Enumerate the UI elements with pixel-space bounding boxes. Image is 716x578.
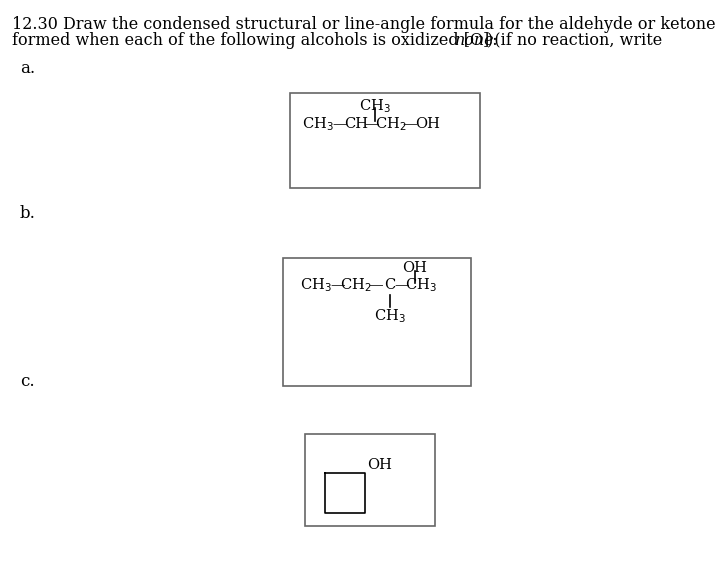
Text: OH: OH xyxy=(402,261,427,275)
Text: a.: a. xyxy=(20,60,35,77)
Text: —: — xyxy=(402,117,417,131)
Text: CH$_2$: CH$_2$ xyxy=(340,276,372,294)
Bar xyxy=(290,93,480,188)
Text: CH: CH xyxy=(344,117,368,131)
Text: c.: c. xyxy=(20,373,34,390)
Text: OH: OH xyxy=(367,458,392,472)
Text: formed when each of the following alcohols is oxidized [O] (if no reaction, writ: formed when each of the following alcoho… xyxy=(12,32,667,49)
Text: —: — xyxy=(395,278,410,292)
Bar xyxy=(283,258,471,386)
Text: —: — xyxy=(333,117,347,131)
Text: —: — xyxy=(331,278,345,292)
Bar xyxy=(305,434,435,526)
Text: b.: b. xyxy=(20,205,36,222)
Text: —: — xyxy=(369,278,383,292)
Text: CH$_3$: CH$_3$ xyxy=(302,115,334,133)
Text: CH$_3$: CH$_3$ xyxy=(405,276,437,294)
Text: 12.30 Draw the condensed structural or line-angle formula for the aldehyde or ke: 12.30 Draw the condensed structural or l… xyxy=(12,16,715,33)
Text: ):: ): xyxy=(487,32,498,49)
Text: C: C xyxy=(384,278,396,292)
Text: none: none xyxy=(455,32,495,49)
Text: CH$_3$: CH$_3$ xyxy=(359,97,391,114)
Text: —: — xyxy=(364,117,379,131)
Text: CH$_3$: CH$_3$ xyxy=(374,307,406,325)
Text: CH$_3$: CH$_3$ xyxy=(300,276,332,294)
Text: CH$_2$: CH$_2$ xyxy=(375,115,407,133)
Text: OH: OH xyxy=(415,117,440,131)
